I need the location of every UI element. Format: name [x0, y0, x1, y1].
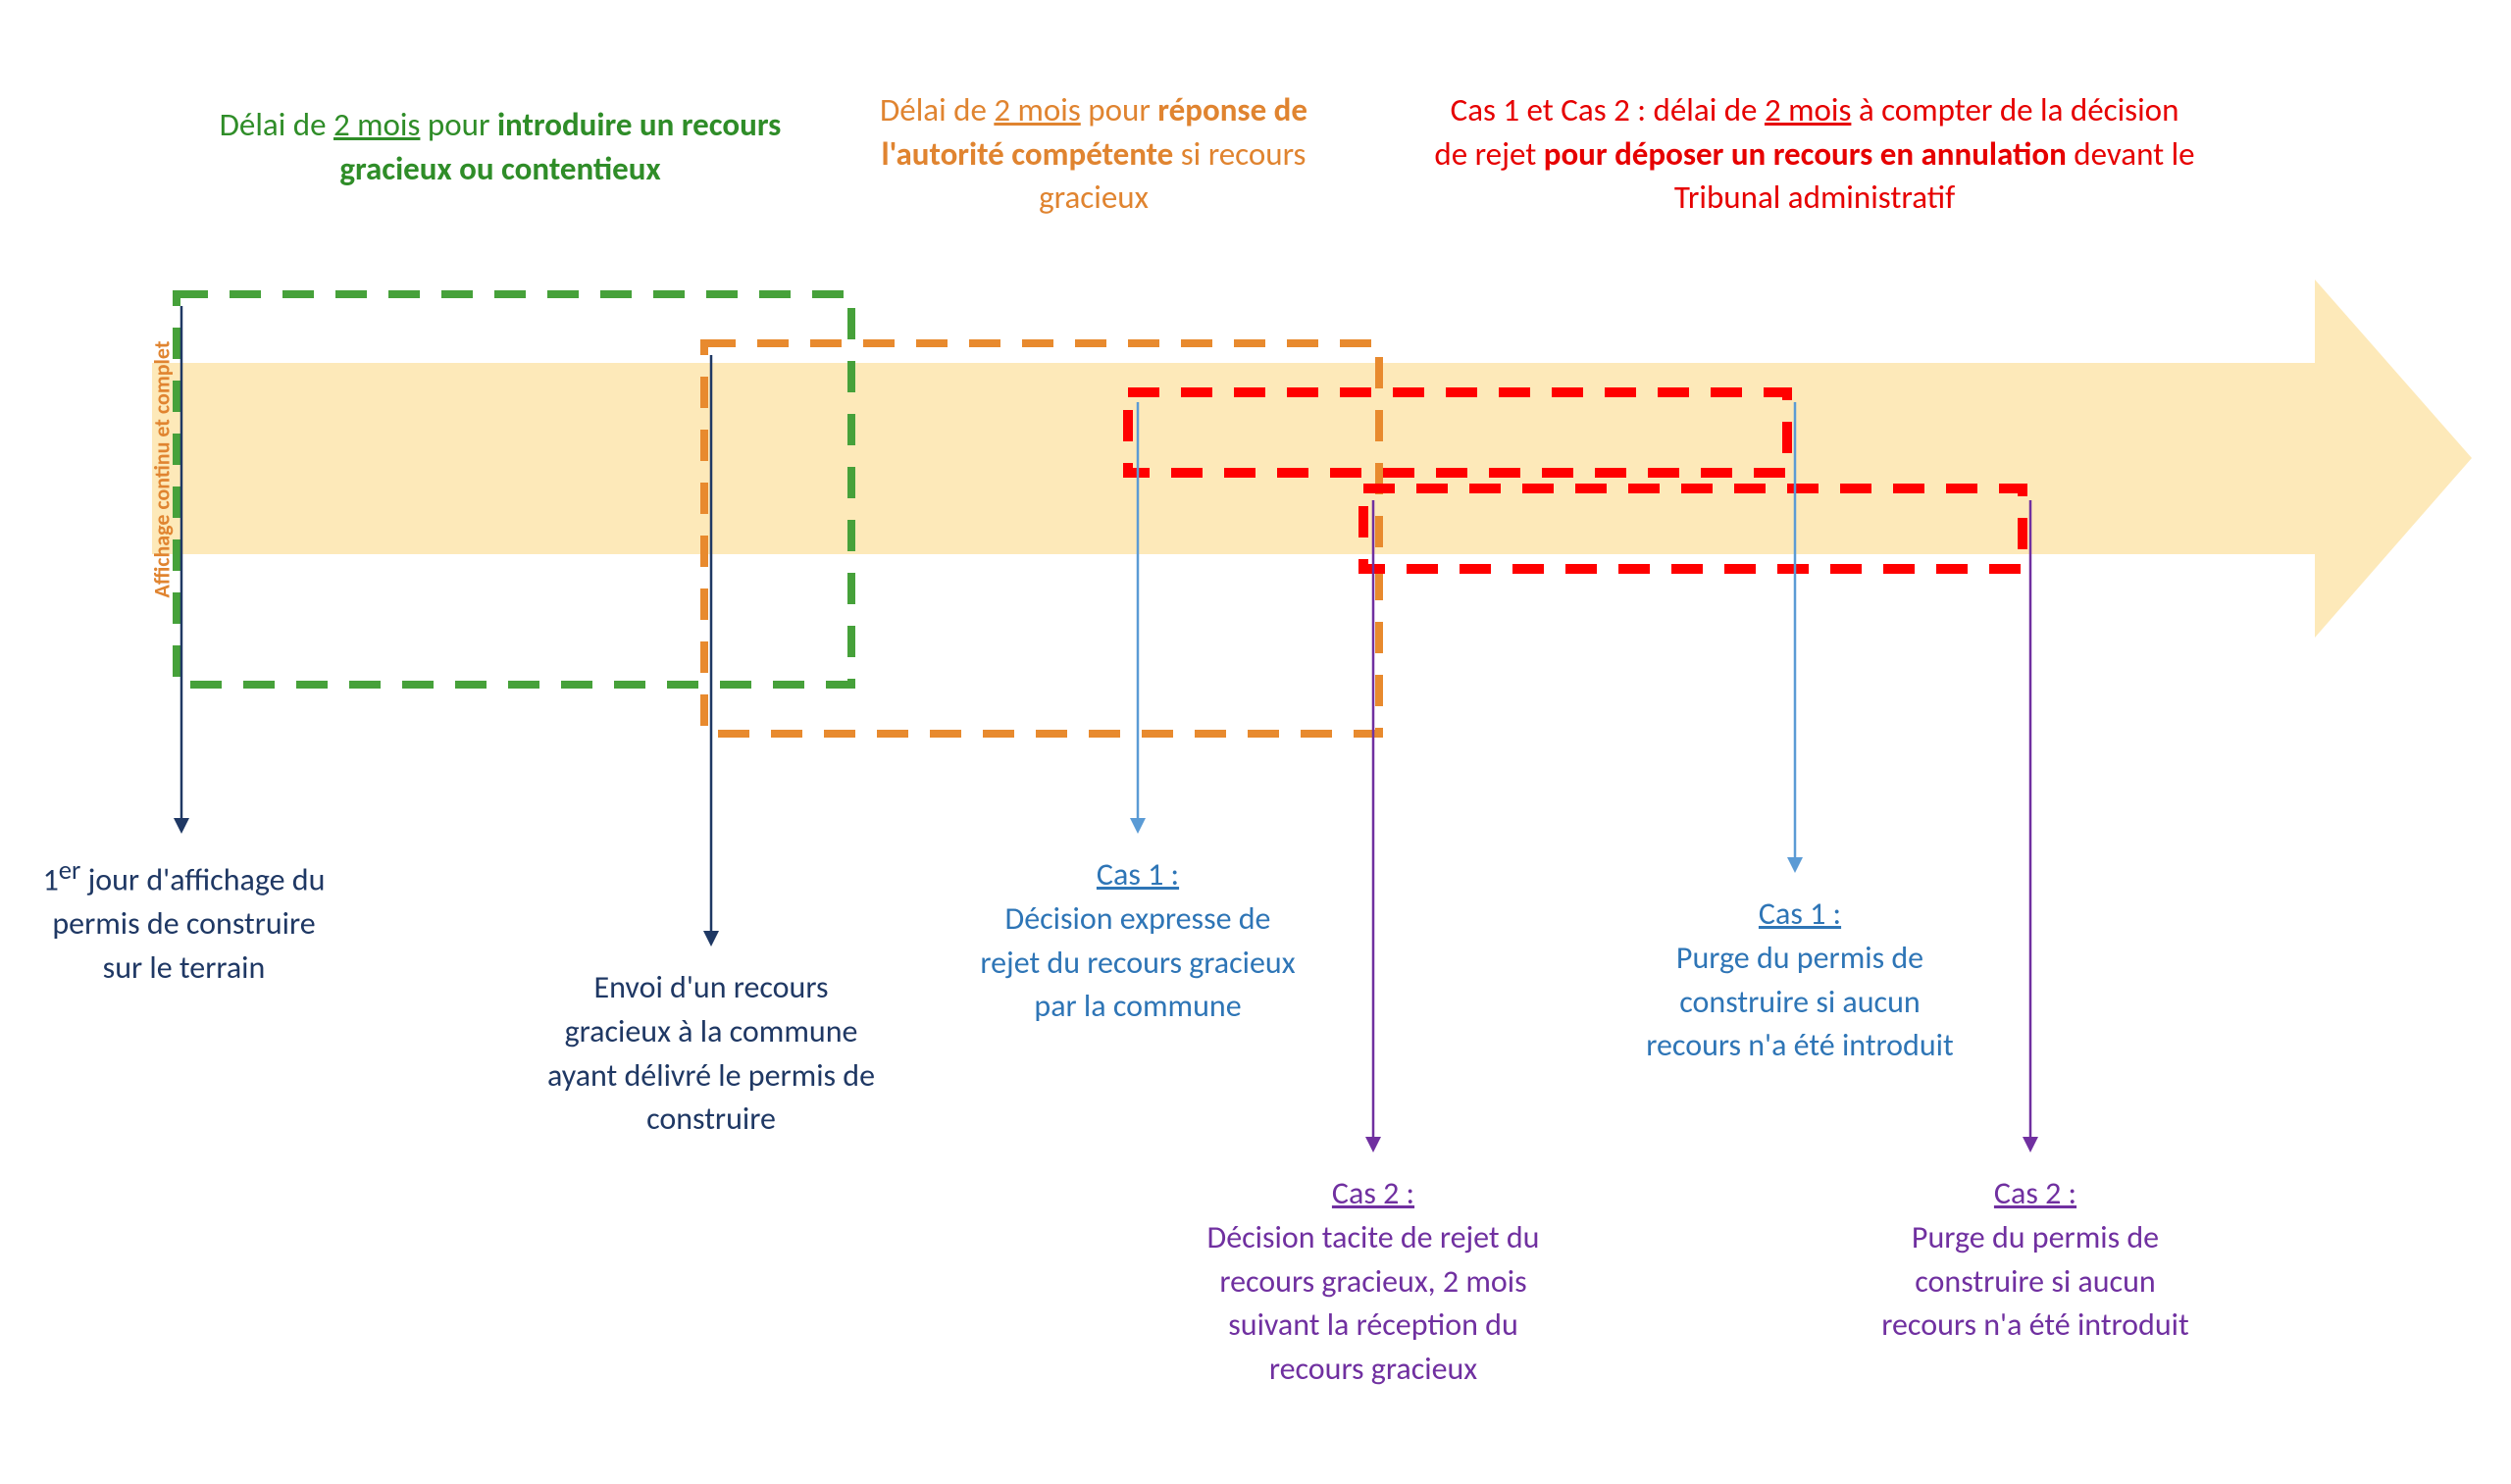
top-label-orange: Délai de 2 mois pour réponse de l'autori…: [839, 88, 1349, 220]
label-cas2-decision: Cas 2 :Décision tacite de rejet du recou…: [1182, 1172, 1564, 1392]
label-cas1-decision: Cas 1 :Décision expresse de rejet du rec…: [976, 853, 1300, 1029]
label-envoi-recours: Envoi d'un recours gracieux à la commune…: [544, 966, 878, 1142]
diagram-container: Affichage continu et complet Délai de 2 …: [0, 0, 2511, 1484]
label-jour1: 1er jour d'affichage du permis de constr…: [29, 853, 338, 991]
top-label-green: Délai de 2 mois pour introduire un recou…: [211, 103, 790, 190]
label-cas1-purge: Cas 1 :Purge du permis de construire si …: [1638, 893, 1962, 1068]
label-cas2-purge: Cas 2 :Purge du permis de construire si …: [1873, 1172, 2197, 1348]
vertical-label-affichage: Affichage continu et complet: [149, 274, 176, 666]
top-label-red: Cas 1 et Cas 2 : délai de 2 mois à compt…: [1432, 88, 2197, 220]
